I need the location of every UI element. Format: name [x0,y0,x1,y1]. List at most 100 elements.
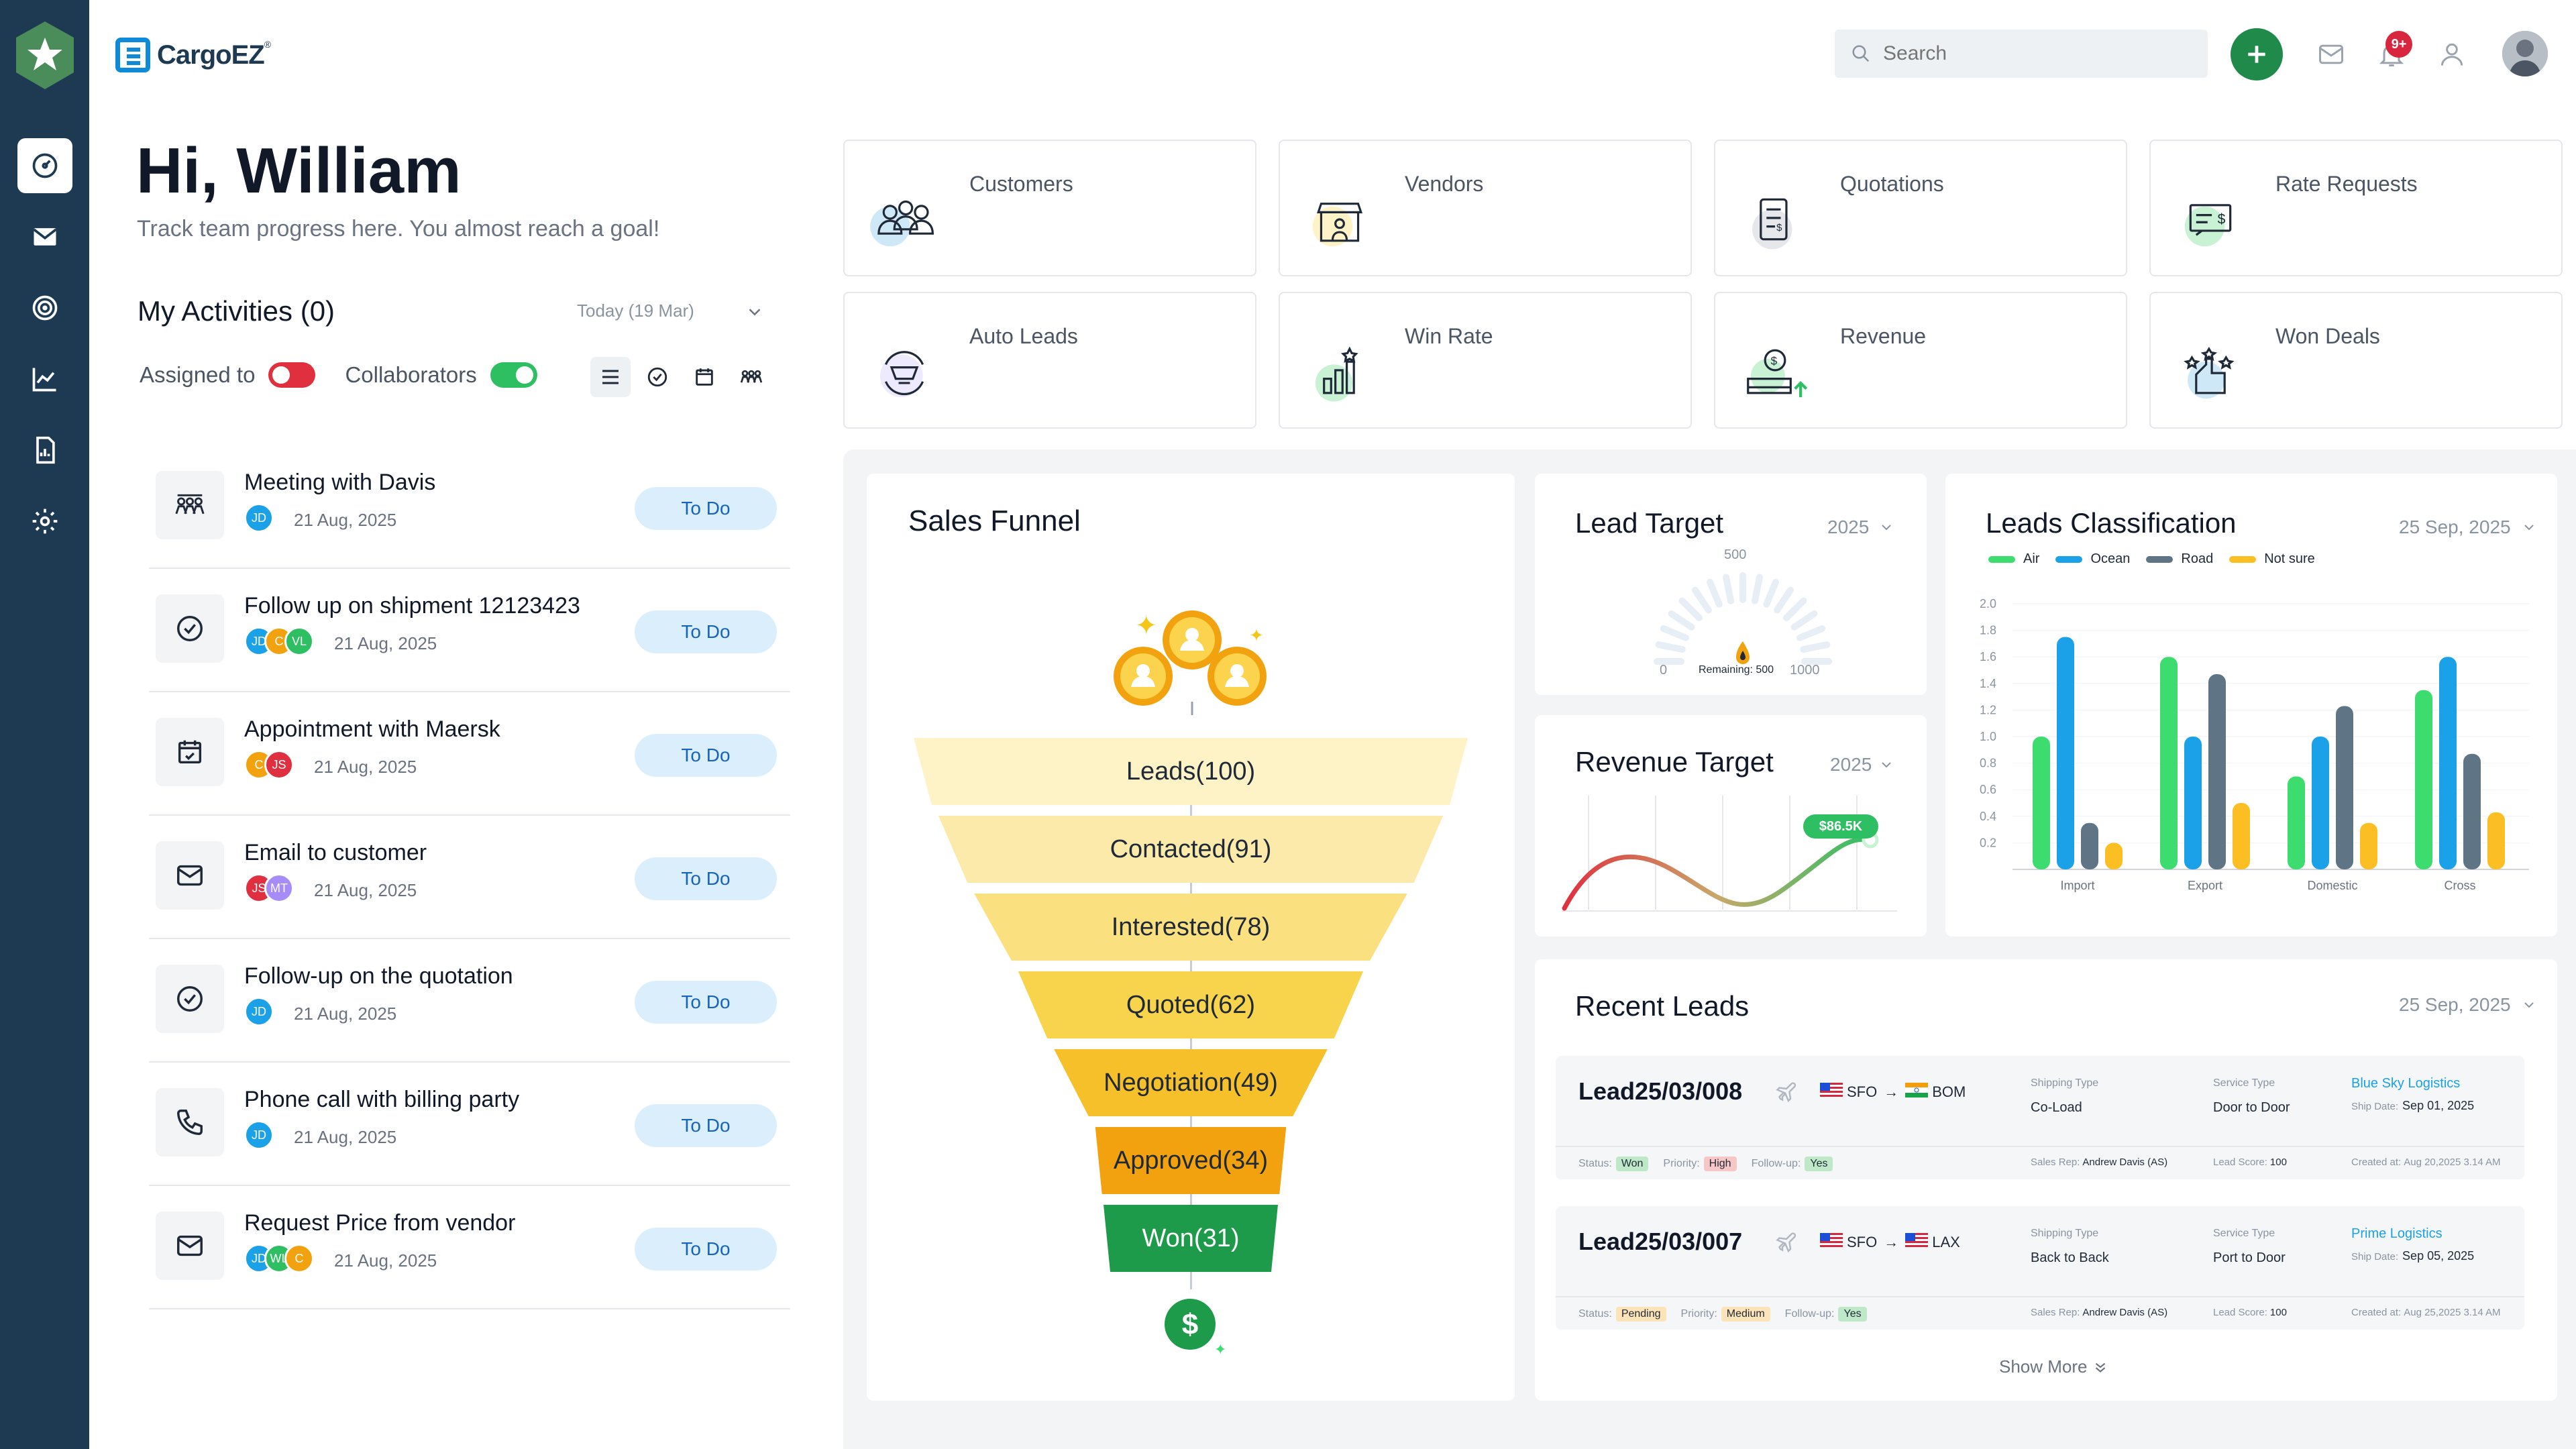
status-badge[interactable]: To Do [635,1104,777,1147]
lead-card[interactable]: Lead25/03/008 SFO → BOM Shipping Type Co-Load… [1556,1056,2524,1179]
revenue-target-year-select[interactable]: 2025 [1830,754,1872,775]
legend-label: Ocean [2090,551,2131,566]
stat-tile-win-rate[interactable]: Win Rate [1279,292,1692,429]
search-bar[interactable] [1835,30,2208,78]
stat-tile-label: Customers [969,172,1073,196]
bar-not-sure [2105,843,2123,869]
activity-item[interactable]: Follow up on shipment 12123423 JD C VL 21 Au… [149,569,790,692]
funnel-stage[interactable]: Contacted(91) [938,816,1444,883]
revenue-value-badge: $86.5K [1803,814,1878,839]
stat-tile-customers[interactable]: Customers [843,140,1256,276]
activity-date: 21 Aug, 2025 [294,1004,397,1024]
stat-tile-won-deals[interactable]: Won Deals [2149,292,2563,429]
double-chevron-down-icon [2095,1362,2105,1373]
activity-date: 21 Aug, 2025 [334,633,437,653]
funnel-stage[interactable]: Leads(100) [914,738,1468,805]
funnel-stage[interactable]: Approved(34) [1095,1127,1287,1194]
status-badge[interactable]: To Do [635,610,777,653]
funnel-stage[interactable]: Quoted(62) [1018,971,1364,1038]
activity-item[interactable]: Appointment with Maersk C JS 21 Aug, 2025 To… [149,692,790,816]
tasks-view-button[interactable] [637,357,678,397]
gauge-end-label: 1000 [1790,663,1820,678]
revenue-target-title: Revenue Target [1575,746,1774,777]
stat-tile-vendors[interactable]: Vendors [1279,140,1692,276]
lead-target-year-select[interactable]: 2025 [1827,517,1870,537]
lead-score-value: 100 [2269,1157,2287,1168]
sidebar-item-reports[interactable] [17,423,72,478]
activity-name: Request Price from vendor [244,1210,516,1236]
recent-leads-date-select[interactable]: 25 Sep, 2025 [2399,994,2511,1015]
lead-company-link[interactable]: Blue Sky Logistics [2351,1076,2461,1091]
sidebar-item-targets[interactable] [17,280,72,335]
sales-rep-value: Andrew Davis (AS) [2082,1157,2168,1168]
lead-id: Lead25/03/007 [1578,1228,1743,1255]
brand-registered-mark: ® [264,39,272,50]
activities-date-select[interactable]: Today (19 Mar) [577,301,694,321]
bar-road [2463,753,2481,869]
status-badge[interactable]: To Do [635,981,777,1024]
lead-card[interactable]: Lead25/03/007 SFO → LAX Shipping Type Back to… [1556,1206,2524,1330]
meetings-view-button[interactable] [731,357,771,397]
priority-label: Priority: [1663,1158,1700,1169]
plus-icon [2248,46,2265,63]
check-circle-icon [156,965,224,1033]
activity-item[interactable]: Request Price from vendor JD WL C 21 Aug, 20… [149,1186,790,1309]
messages-button[interactable] [2314,38,2348,71]
activity-item[interactable]: Follow-up on the quotation JD 21 Aug, 2025… [149,939,790,1063]
gear-icon [32,508,58,534]
calendar-view-button[interactable] [684,357,724,397]
sidebar-item-settings[interactable] [17,494,72,549]
status-badge[interactable]: To Do [635,1228,777,1271]
funnel-stage[interactable]: Negotiation(49) [1054,1049,1328,1116]
profile-button[interactable] [2435,38,2469,71]
stat-tile-rate-requests[interactable]: $ Rate Requests [2149,140,2563,276]
india-flag-icon [1905,1083,1929,1102]
add-button[interactable] [2231,28,2283,80]
status-badge[interactable]: To Do [635,487,777,530]
activity-item[interactable]: Meeting with Davis JD 21 Aug, 2025 To Do [149,445,790,569]
chevron-down-icon[interactable] [745,302,765,322]
funnel-stage[interactable]: Interested(78) [974,894,1407,961]
collaborators-toggle[interactable] [490,362,537,388]
sidebar-item-dashboard[interactable] [17,138,72,193]
funnel-stage[interactable]: Won(31) [1104,1205,1278,1272]
status-badge[interactable]: To Do [635,734,777,777]
brand-logo[interactable]: CargoEZ ® [115,35,271,75]
chevron-down-icon[interactable] [1878,519,1894,535]
y-tick-label: 0.2 [1980,836,1996,849]
sidebar-item-mail[interactable] [17,209,72,264]
stat-tile-quotations[interactable]: $ Quotations [1714,140,2127,276]
gauge-segment [1800,641,1831,653]
sales-rep-value: Andrew Davis (AS) [2082,1307,2168,1318]
user-icon [2440,43,2463,66]
stat-tile-label: Quotations [1840,172,1944,196]
chevron-down-icon[interactable] [2521,997,2537,1013]
leads-classification-date-select[interactable]: 25 Sep, 2025 [2399,517,2511,537]
bar-ocean [2312,737,2329,869]
activity-item[interactable]: Phone call with billing party JD 21 Aug, 2… [149,1063,790,1186]
activity-date: 21 Aug, 2025 [314,757,417,777]
recent-leads-card: Recent Leads 25 Sep, 2025 Show More [1535,959,2557,1401]
search-input[interactable] [1883,42,2178,65]
assigned-to-toggle[interactable] [268,362,316,388]
stat-tile-auto-leads[interactable]: Auto Leads [843,292,1256,429]
participant-avatar: JD [244,503,274,533]
activity-item[interactable]: Email to customer JS MT 21 Aug, 2025 To Do [149,816,790,939]
show-more-label: Show More [1999,1356,2088,1377]
gauge-segment [1668,610,1695,631]
activity-date: 21 Aug, 2025 [294,1127,397,1147]
y-tick-label: 1.4 [1980,677,1996,690]
airplane-icon [1774,1079,1799,1106]
svg-text:✦: ✦ [1214,1341,1226,1358]
sidebar-item-analytics[interactable] [17,352,72,407]
stat-tile-revenue[interactable]: $ Revenue [1714,292,2127,429]
list-view-button[interactable] [590,357,631,397]
calendar-icon [696,368,713,386]
show-more-button[interactable]: Show More [1999,1356,2109,1377]
chevron-down-icon[interactable] [1878,757,1894,773]
lead-company-link[interactable]: Prime Logistics [2351,1226,2443,1241]
avatar[interactable] [2502,31,2548,76]
status-badge[interactable]: To Do [635,857,777,900]
chevron-down-icon[interactable] [2521,519,2537,535]
app-logo-icon[interactable] [13,20,76,91]
